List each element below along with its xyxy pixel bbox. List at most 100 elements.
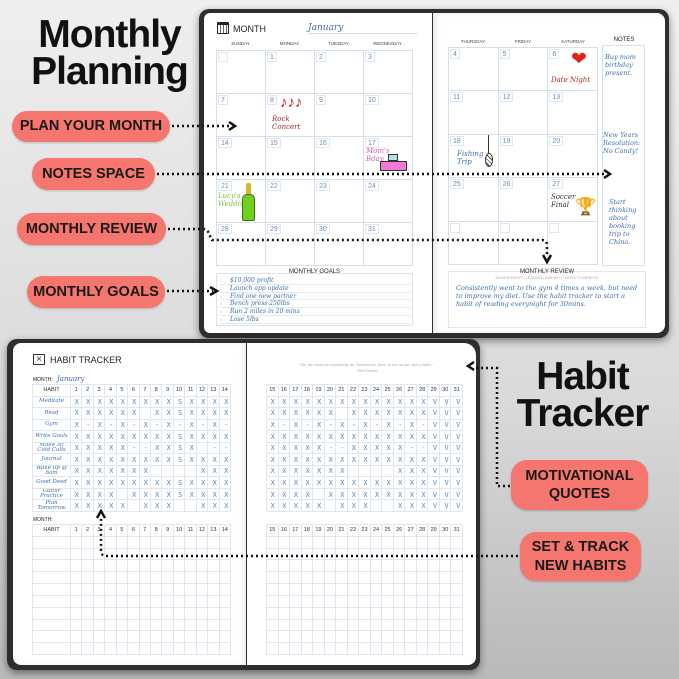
habit-cell <box>267 500 279 512</box>
goal-line: 2. Launch app update <box>220 285 410 293</box>
habit-cell <box>267 488 279 501</box>
blank-habit-cell <box>439 595 452 608</box>
habit-cell <box>451 431 463 443</box>
blank-habit-cell <box>290 548 302 561</box>
blank-habit-cell <box>71 572 83 585</box>
day-number <box>499 222 510 233</box>
habit-cell <box>336 477 348 489</box>
arrow-quotes <box>475 366 510 488</box>
habit-cell <box>219 442 231 455</box>
habit-cell <box>219 488 231 501</box>
calendar-day-cell: 27 <box>548 178 598 222</box>
blank-habit-cell <box>93 619 106 632</box>
blank-habit-cell <box>278 595 291 608</box>
blank-habit-cell <box>105 643 117 655</box>
habit-cell <box>290 477 302 489</box>
weekday-headers-right: THURSDAY FRIDAY SATURDAY <box>448 39 598 44</box>
day-number: 9 <box>316 95 326 105</box>
habit-cell <box>82 454 94 466</box>
notes-label: NOTES <box>613 37 635 43</box>
calendar-day-cell: 22 <box>266 180 315 223</box>
habit-marks-row: XXXXX--XXSX -- <box>74 444 236 453</box>
blank-habit-cell <box>116 619 129 632</box>
habit-cell <box>162 419 174 432</box>
day-column-header: 19 <box>313 385 325 397</box>
blank-habit-cell <box>324 584 337 596</box>
habit-cell <box>173 408 186 420</box>
habit-marks-row: XXXXXXXXXSXXXX <box>74 432 236 441</box>
blank-habit-cell <box>405 619 417 632</box>
blank-habit-cell <box>290 595 302 608</box>
goal-text: Lose 5lbs <box>230 315 259 323</box>
event-date-night: Date Night <box>551 76 591 84</box>
blank-habit-cell <box>196 643 209 655</box>
habit-cell <box>82 408 94 420</box>
habit-cell <box>139 419 151 432</box>
blank-habit-cell <box>428 548 440 561</box>
blank-habit-cell <box>162 560 174 573</box>
habit-cell <box>196 477 209 489</box>
blank-habit-cell <box>416 584 429 596</box>
day-number: 2 <box>316 52 326 62</box>
day-number: 16 <box>316 138 330 148</box>
blank-habit-cell <box>393 607 406 620</box>
calendar-day-cell: 10 <box>364 94 413 137</box>
habit-cell <box>313 442 325 455</box>
habit-tracker-heading: Habit Tracker <box>516 355 650 436</box>
blank-habit-cell <box>347 572 360 585</box>
blank-habit-cell <box>313 643 325 655</box>
blank-habit-cell <box>128 584 140 596</box>
goal-text: $10,000 profit <box>230 277 274 284</box>
callout-monthly-review: MONTHLY REVIEW <box>17 213 166 245</box>
habit-cell <box>116 465 129 478</box>
blank-habit-cell <box>313 595 325 608</box>
blank-habit-cell <box>105 536 117 549</box>
blank-habit-cell <box>128 548 140 561</box>
habit-cell <box>219 477 231 489</box>
blank-habit-cell <box>313 619 325 632</box>
habit-cell <box>382 465 394 478</box>
blank-habit-cell <box>416 560 429 573</box>
blank-habit-cell <box>370 584 383 596</box>
habit-cell <box>139 408 151 420</box>
blank-habit-cell <box>162 536 174 549</box>
habit-cell <box>278 454 291 466</box>
habit-cell <box>116 488 129 501</box>
blank-habit-cell <box>451 631 463 644</box>
habit-cell <box>301 419 314 432</box>
habit-cell <box>416 488 429 501</box>
blank-habit-cell <box>451 595 463 608</box>
habit-cell <box>336 396 348 409</box>
goal-number: 5. <box>220 309 224 315</box>
blank-habit-cell <box>185 643 197 655</box>
habit-cell <box>393 408 406 420</box>
habit-cell <box>347 396 360 409</box>
blank-habit-cell <box>116 572 129 585</box>
habit-marks-row: XXXXXXXXXXXXXXVVV <box>270 397 468 406</box>
habit-cell <box>128 396 140 409</box>
blank-habit-cell <box>196 548 209 561</box>
habit-cell <box>336 442 348 455</box>
calendar-day-cell: 11 <box>449 91 499 135</box>
habit-cell <box>82 396 94 409</box>
monthly-review-text: Consistently went to the gym 4 times a w… <box>456 284 638 308</box>
blank-habit-cell <box>33 643 71 655</box>
day-number: 18 <box>450 135 464 146</box>
day-column-header: 20 <box>324 525 337 537</box>
habit-month-label: MONTH: <box>33 377 53 383</box>
blank-habit-cell <box>370 536 383 549</box>
blank-habit-cell <box>416 548 429 561</box>
calendar-day-cell: 17 <box>364 137 413 180</box>
day-column-header: 24 <box>370 525 383 537</box>
day-column-header: 7 <box>139 385 151 397</box>
habit-cell <box>290 419 302 432</box>
note-2: New Years Resolution: No Candy! <box>603 131 641 155</box>
blank-habit-cell <box>428 584 440 596</box>
day-number: 4 <box>450 49 460 59</box>
habit-marks-row: XXXX XXXXSXXXX <box>74 490 236 499</box>
calendar-day-cell: 26 <box>498 178 549 222</box>
blank-habit-cell <box>278 572 291 585</box>
day-number: 20 <box>549 135 564 146</box>
blank-habit-cell <box>336 536 348 549</box>
monthly-goals-label: MONTHLY GOALS <box>288 269 341 275</box>
